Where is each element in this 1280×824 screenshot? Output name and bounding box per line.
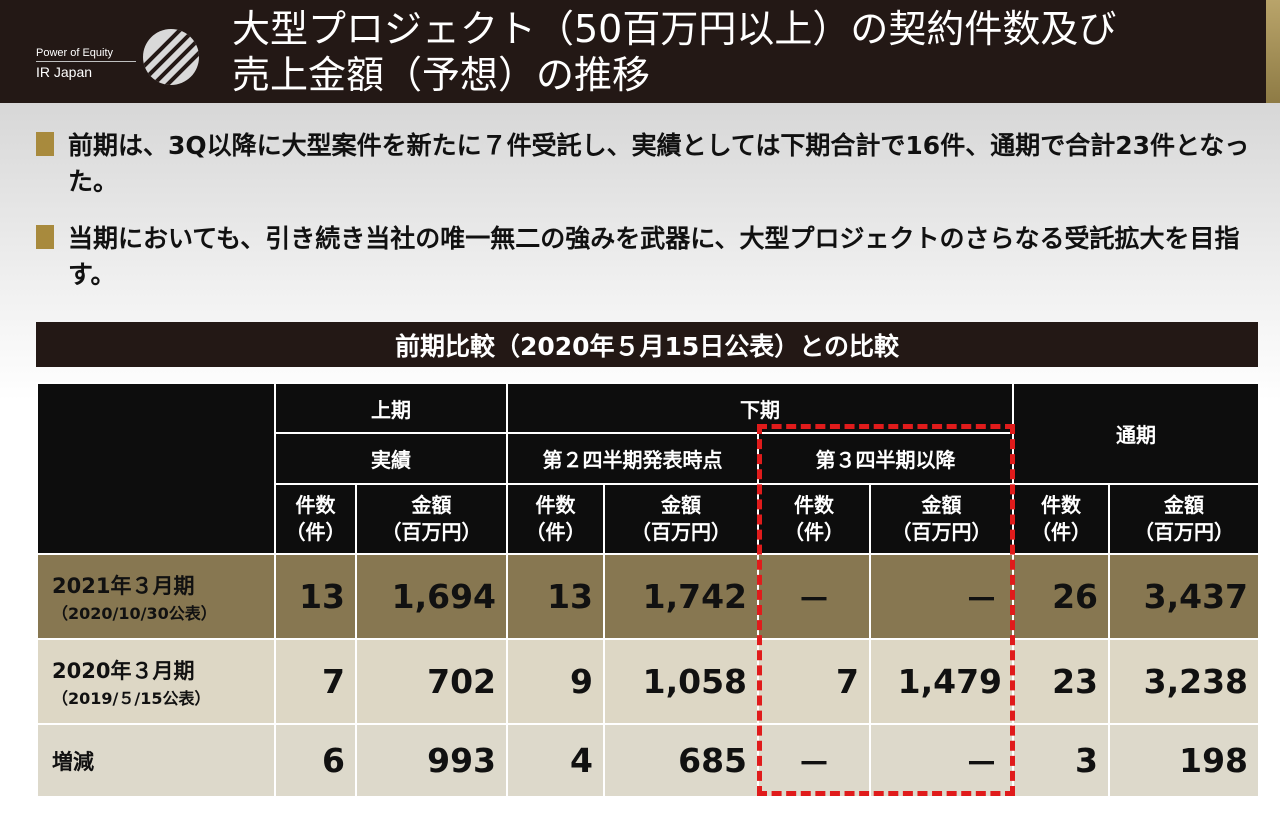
header-q2-announcement: 第２四半期発表時点	[506, 432, 759, 485]
col-header-count: 件数 （件）	[274, 483, 357, 555]
bullet-text: 前期は、3Q以降に大型案件を新たに７件受託し、実績としては下期合計で16件、通期…	[68, 131, 1250, 196]
cell-value: 702	[355, 638, 508, 725]
row-label: 2021年３月期 （2020/10/30公表）	[36, 553, 276, 640]
cell-value: 13	[274, 553, 357, 640]
header-first-half: 上期	[274, 382, 508, 434]
cell-value: 3,437	[1108, 553, 1260, 640]
cell-value: 9	[506, 638, 605, 725]
logo-company-name: IR Japan	[36, 64, 93, 80]
bullet-marker-icon	[36, 225, 54, 249]
col-header-amount: 金額 （百万円）	[869, 483, 1014, 555]
comparison-table: 上期 下期 通期 実績 第２四半期発表時点 第３四半期以降 件数 （件） 金額 （百…	[36, 382, 1260, 798]
cell-value: 1,694	[355, 553, 508, 640]
header-bar: Power of Equity IR Japan 大型プロジェクト（50百万円以…	[0, 0, 1280, 103]
cell-value: 23	[1012, 638, 1110, 725]
logo-tagline: Power of Equity	[36, 47, 114, 59]
page-title: 大型プロジェクト（50百万円以上）の契約件数及び 売上金額（予想）の推移	[232, 7, 1117, 97]
cell-value: 685	[603, 723, 759, 798]
header-q3-onward: 第３四半期以降	[757, 432, 1014, 485]
cell-value: －	[757, 553, 871, 640]
col-header-amount: 金額 （百万円）	[355, 483, 508, 555]
bullet-marker-icon	[36, 132, 54, 156]
col-header-amount: 金額 （百万円）	[1108, 483, 1260, 555]
table-row: 2021年３月期 （2020/10/30公表） 13 1,694 13 1,742…	[36, 553, 1260, 640]
company-logo-icon	[143, 29, 199, 85]
cell-value: 1,742	[603, 553, 759, 640]
row-label: 増減	[36, 723, 276, 798]
cell-value: 7	[274, 638, 357, 725]
col-header-count: 件数 （件）	[757, 483, 871, 555]
col-header-amount: 金額 （百万円）	[603, 483, 759, 555]
cell-value: 993	[355, 723, 508, 798]
cell-value: 198	[1108, 723, 1260, 798]
col-header-count: 件数 （件）	[1012, 483, 1110, 555]
cell-value: 4	[506, 723, 605, 798]
cell-value: －	[757, 723, 871, 798]
header-actual: 実績	[274, 432, 508, 485]
cell-value: 1,058	[603, 638, 759, 725]
cell-value: 13	[506, 553, 605, 640]
cell-value: 6	[274, 723, 357, 798]
cell-value: 26	[1012, 553, 1110, 640]
cell-value: 7	[757, 638, 871, 725]
table-row: 2020年３月期 （2019/５/15公表） 7 702 9 1,058 7 1,…	[36, 638, 1260, 725]
cell-value: －	[869, 723, 1014, 798]
header-full-year: 通期	[1012, 382, 1260, 485]
cell-value: 3	[1012, 723, 1110, 798]
logo-divider	[36, 61, 136, 62]
header-accent-bar	[1266, 0, 1280, 103]
bullet-item: 当期においても、引き続き当社の唯一無二の強みを武器に、大型プロジェクトのさらなる…	[36, 221, 1256, 293]
table-corner-cell	[36, 382, 276, 555]
cell-value: －	[869, 553, 1014, 640]
section-title: 前期比較（2020年５月15日公表）との比較	[36, 322, 1258, 367]
header-second-half: 下期	[506, 382, 1014, 434]
table-row: 増減 6 993 4 685 － － 3 198	[36, 723, 1260, 798]
row-label: 2020年３月期 （2019/５/15公表）	[36, 638, 276, 725]
bullet-text: 当期においても、引き続き当社の唯一無二の強みを武器に、大型プロジェクトのさらなる…	[68, 224, 1240, 289]
bullet-item: 前期は、3Q以降に大型案件を新たに７件受託し、実績としては下期合計で16件、通期…	[36, 128, 1256, 200]
col-header-count: 件数 （件）	[506, 483, 605, 555]
cell-value: 3,238	[1108, 638, 1260, 725]
cell-value: 1,479	[869, 638, 1014, 725]
